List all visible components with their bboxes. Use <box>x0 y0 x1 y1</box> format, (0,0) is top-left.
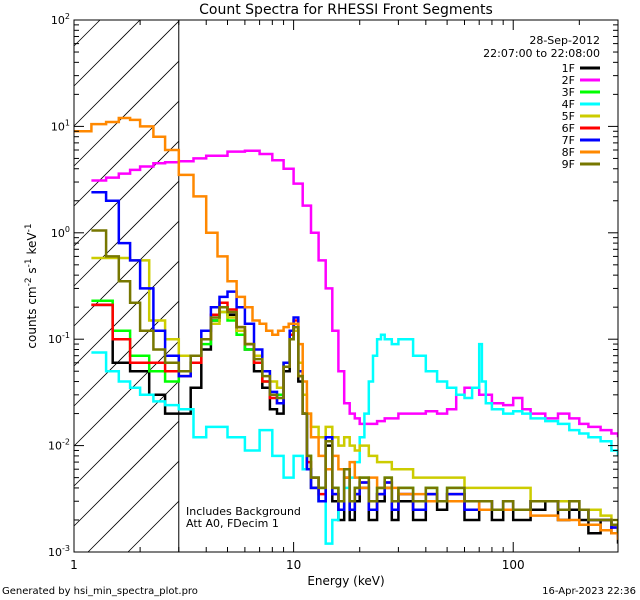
x-tick-label: 100 <box>502 558 525 572</box>
date-label: 28-Sep-2012 <box>529 34 600 47</box>
y-label-part-2: s <box>25 267 39 277</box>
legend-label-1F: 1F <box>562 62 575 75</box>
y-label-exp-3: -1 <box>24 223 34 232</box>
axes: 1 10 100 10-3 10-2 10-1 100 101 102 <box>48 12 619 572</box>
annotation-background: Includes Background <box>186 505 301 518</box>
hatched-region <box>73 19 180 553</box>
time-range-label: 22:07:00 to 22:08:00 <box>483 47 600 60</box>
y-label-exp-2: -1 <box>24 258 34 267</box>
series-5F <box>91 256 618 525</box>
y-label-part-3: keV <box>25 232 39 259</box>
y-tick-label: 100 <box>51 225 70 240</box>
legend-label-5F: 5F <box>562 110 575 123</box>
legend-label-8F: 8F <box>562 146 575 159</box>
y-tick-label: 102 <box>51 12 70 27</box>
series-9F <box>91 229 618 534</box>
legend-label-3F: 3F <box>562 86 575 99</box>
legend-label-2F: 2F <box>562 74 575 87</box>
y-axis-label: counts cm-2 s-1 keV-1 <box>24 223 39 348</box>
chart-title: Count Spectra for RHESSI Front Segments <box>199 2 493 18</box>
x-tick-label: 10 <box>286 558 301 572</box>
series-7F <box>91 191 618 537</box>
series-2F <box>91 149 618 438</box>
series-group <box>74 116 618 545</box>
y-label-part-1: counts cm <box>25 286 39 348</box>
legend-label-7F: 7F <box>562 134 575 147</box>
footer-timestamp: 16-Apr-2023 22:36 <box>542 586 636 597</box>
annotation-attenuator: Att A0, FDecim 1 <box>186 517 279 530</box>
legend-label-4F: 4F <box>562 98 575 111</box>
y-tick-label: 10-3 <box>48 544 70 559</box>
legend-label-9F: 9F <box>562 158 575 171</box>
footer-generated-by: Generated by hsi_min_spectra_plot.pro <box>2 586 198 597</box>
y-tick-label: 10-2 <box>48 438 70 453</box>
series-8F <box>74 116 618 540</box>
y-tick-label: 101 <box>51 118 70 133</box>
legend-label-6F: 6F <box>562 122 575 135</box>
hatch-lines <box>73 19 180 553</box>
series-4F <box>91 333 618 545</box>
x-axis-label: Energy (keV) <box>307 574 384 588</box>
y-tick-label: 10-1 <box>48 331 70 346</box>
x-tick-label: 1 <box>70 558 78 572</box>
plot-frame <box>73 19 619 553</box>
y-label-exp-1: -2 <box>24 277 34 286</box>
